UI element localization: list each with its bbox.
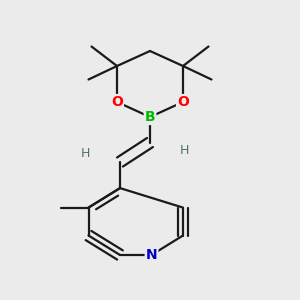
Text: O: O [111, 95, 123, 109]
Text: H: H [81, 147, 90, 161]
Text: H: H [180, 144, 189, 158]
Text: O: O [177, 95, 189, 109]
Text: N: N [146, 248, 157, 262]
Text: B: B [145, 110, 155, 124]
